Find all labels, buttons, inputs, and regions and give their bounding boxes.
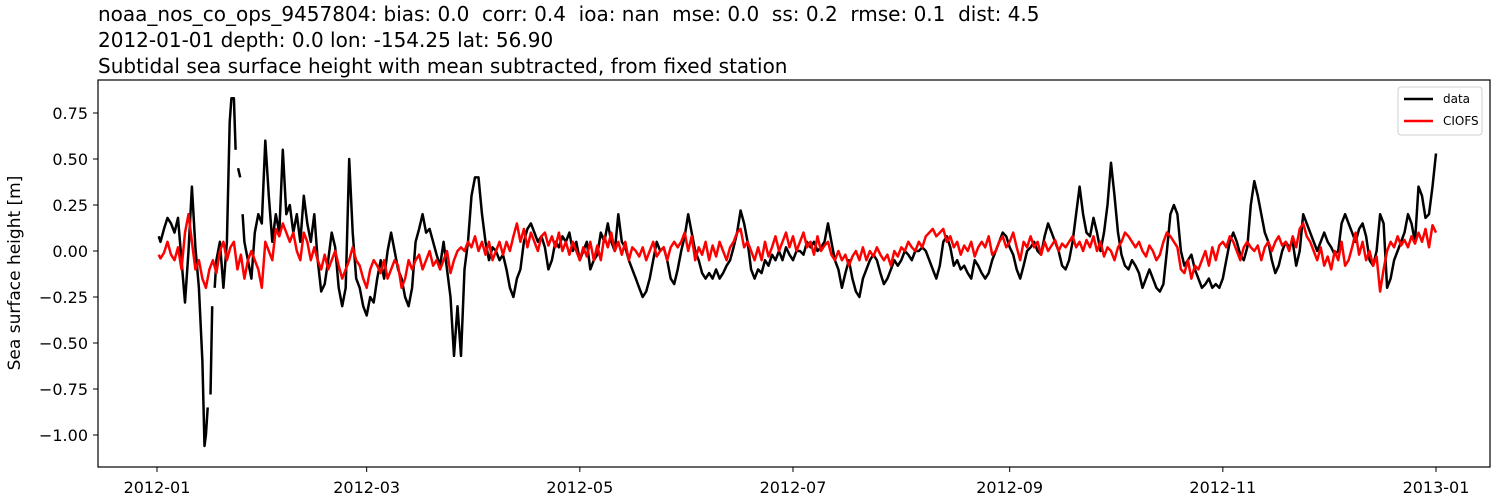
x-tick-label: 2012-03 (333, 478, 400, 497)
x-tick-label: 2013-01 (1403, 478, 1470, 497)
plot-area (157, 97, 1438, 448)
y-axis-label: Sea surface height [m] (5, 176, 25, 371)
y-tick-label: 0.25 (52, 196, 88, 215)
series-line-ciofs (157, 212, 1438, 293)
legend-label-ciofs: CIOFS (1443, 114, 1479, 128)
y-axis: 0.75 0.50 0.25 0.00 −0.25 −0.50 −0.75 −1.00 (39, 104, 98, 445)
y-tick-label: 0.50 (52, 150, 88, 169)
legend: data CIOFS (1397, 86, 1483, 136)
x-axis: 2012-01 2012-03 2012-05 2012-07 2012-09 2012-… (124, 467, 1470, 497)
series-line-data (157, 185, 209, 448)
y-tick-label: −0.25 (39, 288, 88, 307)
y-tick-label: 0.75 (52, 104, 88, 123)
x-tick-label: 2012-07 (760, 478, 827, 497)
y-tick-label: −0.75 (39, 380, 88, 399)
chart-title-location: 2012-01-01 depth: 0.0 lon: -154.25 lat: … (98, 28, 554, 52)
y-tick-label: −0.50 (39, 334, 88, 353)
axes-frame (97, 79, 1491, 468)
chart-title-description: Subtidal sea surface height with mean su… (98, 54, 788, 78)
chart-title-metrics: noaa_nos_co_ops_9457804: bias: 0.0 corr:… (98, 2, 1040, 26)
x-tick-label: 2012-05 (546, 478, 613, 497)
x-tick-label: 2012-01 (124, 478, 191, 497)
series-line-data (241, 139, 1438, 358)
series-line-data (209, 306, 214, 395)
y-tick-label: 0.00 (52, 242, 88, 261)
series-line-data (236, 167, 242, 178)
legend-label-data: data (1443, 92, 1470, 106)
x-tick-label: 2012-11 (1189, 478, 1256, 497)
series-line-data (213, 97, 237, 290)
x-tick-label: 2012-09 (976, 478, 1043, 497)
y-tick-label: −1.00 (39, 426, 88, 445)
